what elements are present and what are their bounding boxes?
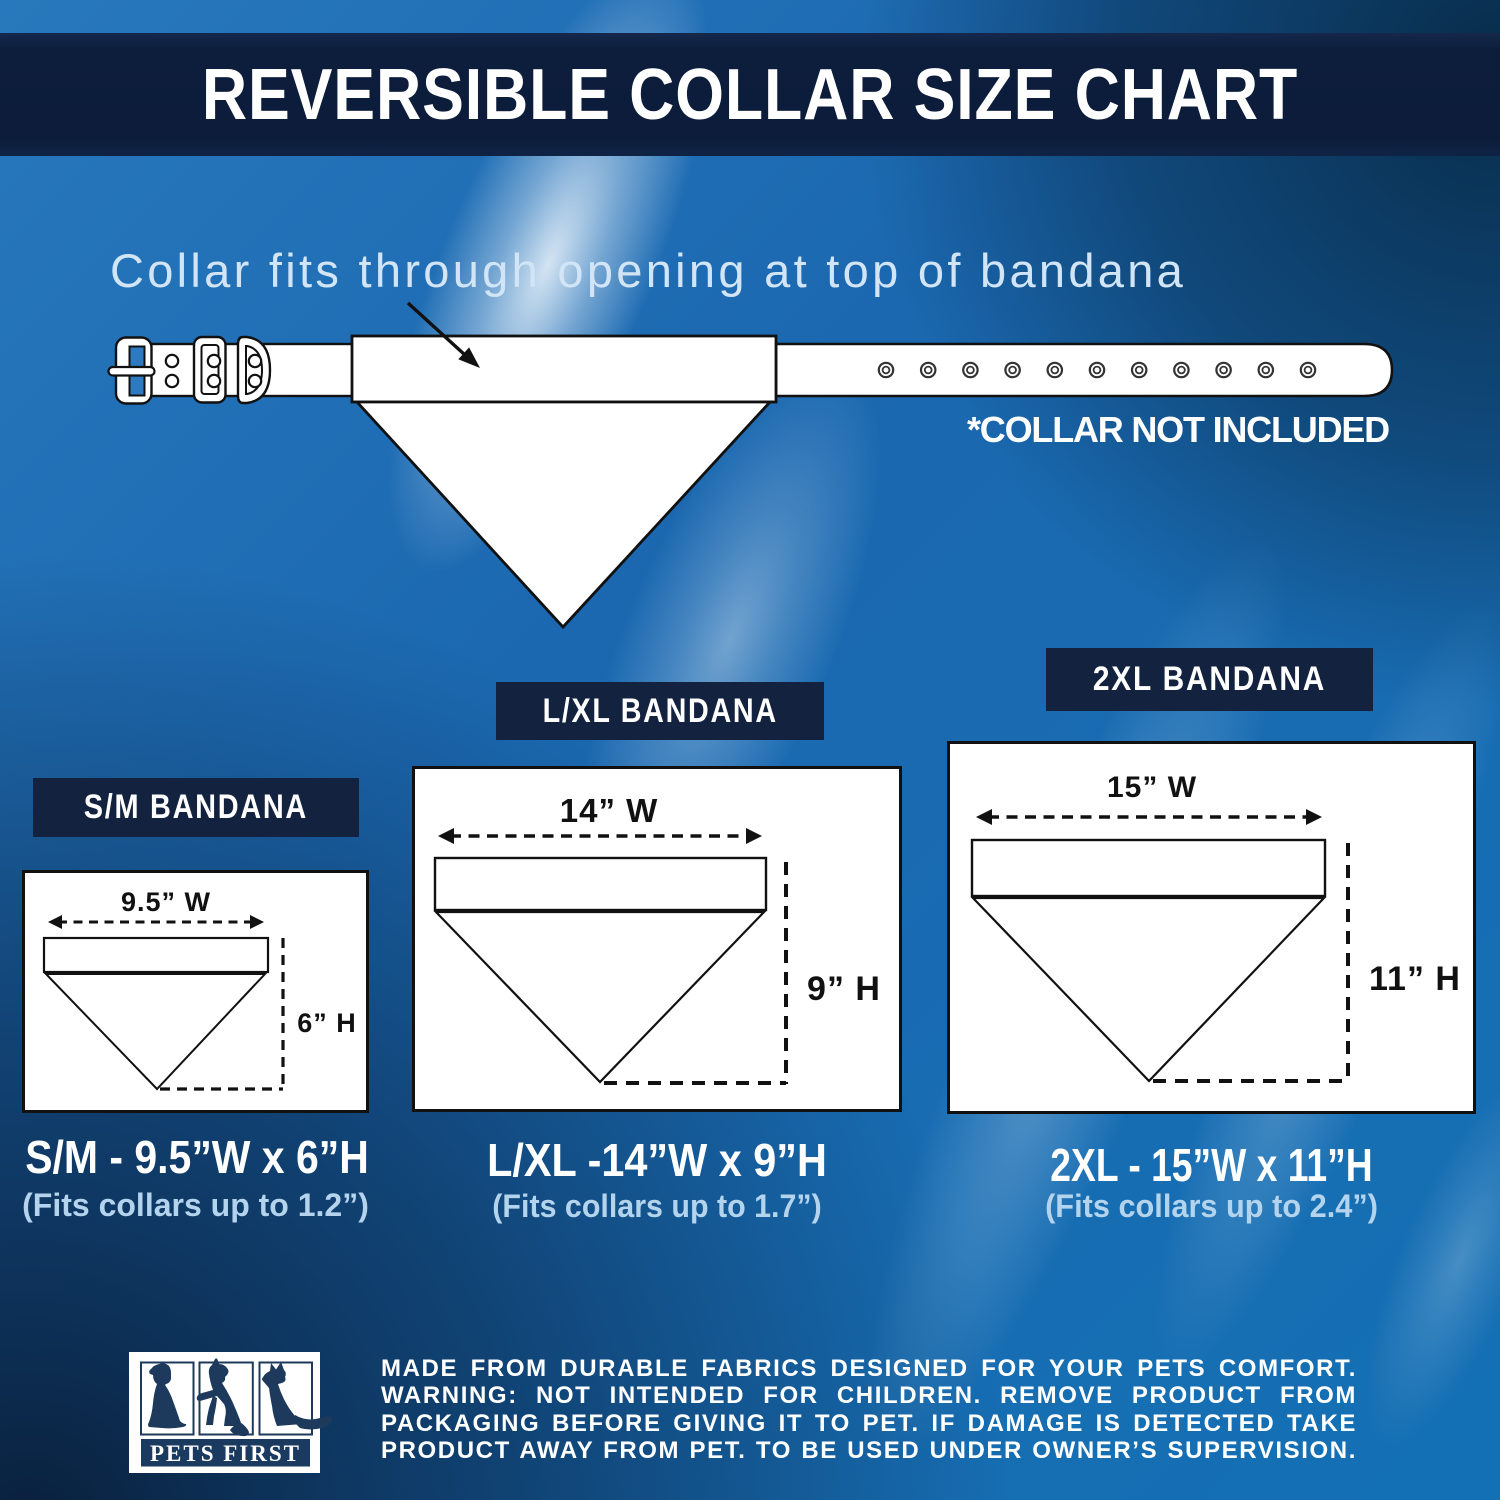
svg-text:9.5” W: 9.5” W bbox=[121, 887, 211, 917]
svg-text:6” H: 6” H bbox=[297, 1008, 357, 1038]
svg-text:14” W: 14” W bbox=[560, 792, 659, 829]
svg-text:PETS FIRST: PETS FIRST bbox=[150, 1441, 301, 1466]
svg-text:11” H: 11” H bbox=[1369, 960, 1461, 998]
svg-text:9” H: 9” H bbox=[807, 970, 881, 1008]
svg-text:15” W: 15” W bbox=[1107, 771, 1197, 804]
